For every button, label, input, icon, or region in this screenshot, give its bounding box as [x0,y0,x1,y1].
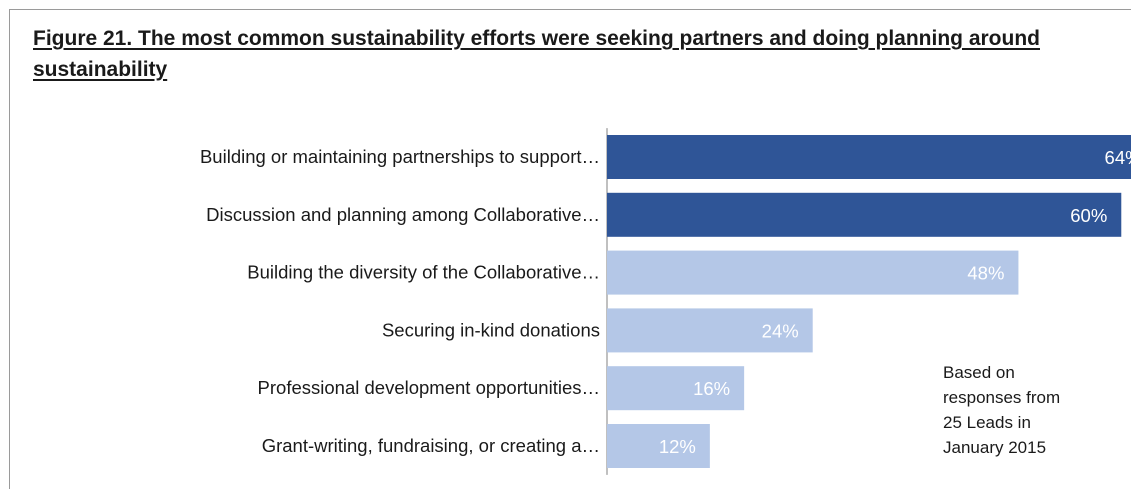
chart-frame [9,9,1131,489]
sample-note-line: 25 Leads in [943,413,1031,432]
category-label: Grant-writing, fundraising, or creating … [262,435,600,456]
category-label: Building the diversity of the Collaborat… [247,262,600,283]
value-label: 16% [693,378,730,399]
figure-title: Figure 21. The most common sustainabilit… [33,27,1040,81]
bar [607,192,1122,237]
sample-note-line: January 2015 [943,438,1047,457]
sample-note-line: Based on [943,363,1015,382]
category-label: Professional development opportunities… [258,377,600,398]
value-label: 24% [762,320,799,341]
value-label: 64% [1105,147,1131,168]
bar [607,308,813,353]
sample-note-line: responses from [943,388,1061,407]
value-label: 60% [1070,205,1107,226]
sample-note: Based on responses from 25 Leads in Janu… [943,360,1113,460]
category-label: Building or maintaining partnerships to … [200,146,600,167]
bar [607,366,745,411]
value-label: 48% [967,263,1004,284]
bar [607,135,1131,179]
category-label: Securing in-kind donations [382,319,600,340]
category-label: Discussion and planning among Collaborat… [206,204,600,225]
bar [607,424,710,468]
bar [607,250,1019,295]
value-label: 12% [659,436,696,457]
